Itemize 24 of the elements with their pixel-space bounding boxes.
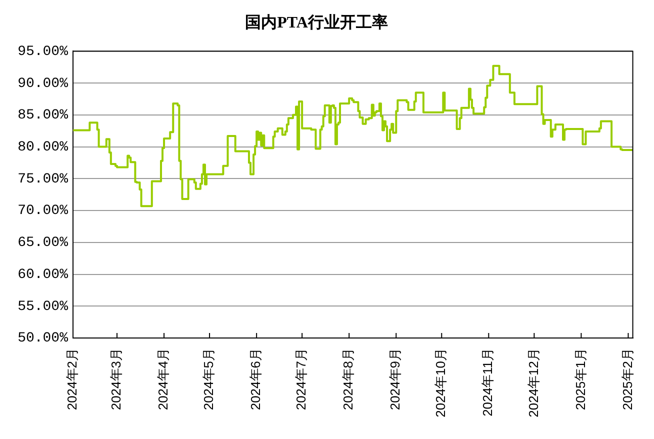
x-tick-label: 2024年7月 <box>294 348 309 410</box>
x-tick-label: 2024年10月 <box>433 348 448 418</box>
x-tick-label: 2024年2月 <box>64 348 80 410</box>
x-tick-label: 2024年11月 <box>480 348 496 416</box>
y-tick-label: 90.00% <box>18 76 69 92</box>
x-tick-label: 2025年1月 <box>572 348 588 410</box>
y-tick-label: 80.00% <box>18 140 69 156</box>
x-tick-label: 2024年4月 <box>156 348 171 410</box>
y-tick-label: 65.00% <box>18 235 69 252</box>
x-tick-label: 2024年8月 <box>340 348 356 410</box>
y-tick-label: 75.00% <box>18 171 69 188</box>
y-tick-label: 50.00% <box>18 330 69 347</box>
chart-title: 国内PTA行业开工率 <box>245 12 388 32</box>
y-tick-label: 70.00% <box>18 203 69 220</box>
x-tick-label: 2024年6月 <box>248 348 264 410</box>
y-tick-label: 55.00% <box>18 298 69 315</box>
y-tick-label: 95.00% <box>18 44 69 60</box>
x-tick-label: 2024年9月 <box>388 348 403 410</box>
x-tick-label: 2024年3月 <box>108 348 124 410</box>
x-tick-label: 2024年12月 <box>526 348 541 418</box>
y-tick-label: 60.00% <box>18 266 69 283</box>
x-tick-label: 2024年5月 <box>201 348 216 410</box>
y-tick-label: 85.00% <box>18 108 69 124</box>
x-tick-label: 2025年2月 <box>620 348 635 410</box>
